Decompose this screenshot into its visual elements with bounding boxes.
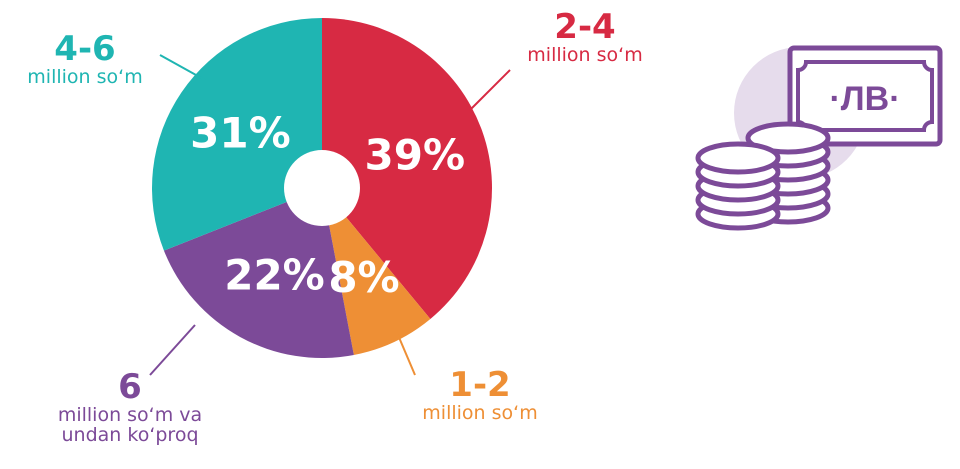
legend-unit-6: million so‘m va undan ko‘proq bbox=[57, 403, 203, 446]
legend-range-6: 6 bbox=[118, 367, 142, 407]
callout-2-4: 2-4 million so‘m bbox=[500, 7, 670, 66]
pct-label-1-2: 8% bbox=[328, 253, 399, 302]
pct-label-6: 22% bbox=[224, 250, 325, 299]
donut-hole bbox=[284, 150, 360, 226]
legend-range-4-6: 4-6 bbox=[54, 29, 116, 69]
legend-range-2-4: 2-4 bbox=[554, 7, 616, 47]
legend-range-1-2: 1-2 bbox=[449, 365, 511, 405]
pct-label-4-6: 31% bbox=[190, 109, 291, 158]
money-icon: ·ЛВ· bbox=[695, 45, 943, 231]
currency-label: ·ЛВ· bbox=[829, 80, 900, 118]
callout-6: 6 million so‘m va undan ko‘proq bbox=[30, 367, 230, 446]
pie-slice-6 bbox=[163, 188, 354, 358]
leader-line-6 bbox=[149, 324, 196, 376]
legend-unit-1-2: million so‘m bbox=[422, 401, 538, 424]
legend-unit-4-6: million so‘m bbox=[27, 65, 143, 88]
leader-line-1-2 bbox=[397, 334, 416, 376]
pie-slice-4-6 bbox=[152, 18, 322, 251]
pct-label-2-4: 39% bbox=[365, 131, 466, 180]
pie-slice-1-2 bbox=[322, 188, 431, 355]
legend-unit-2-4: million so‘m bbox=[527, 43, 643, 66]
leader-line-4-6 bbox=[159, 54, 206, 81]
callout-4-6: 4-6 million so‘m bbox=[0, 29, 170, 88]
pie-slice-2-4 bbox=[322, 18, 493, 319]
leader-line-2-4 bbox=[469, 69, 511, 111]
callout-1-2: 1-2 million so‘m bbox=[395, 365, 565, 424]
